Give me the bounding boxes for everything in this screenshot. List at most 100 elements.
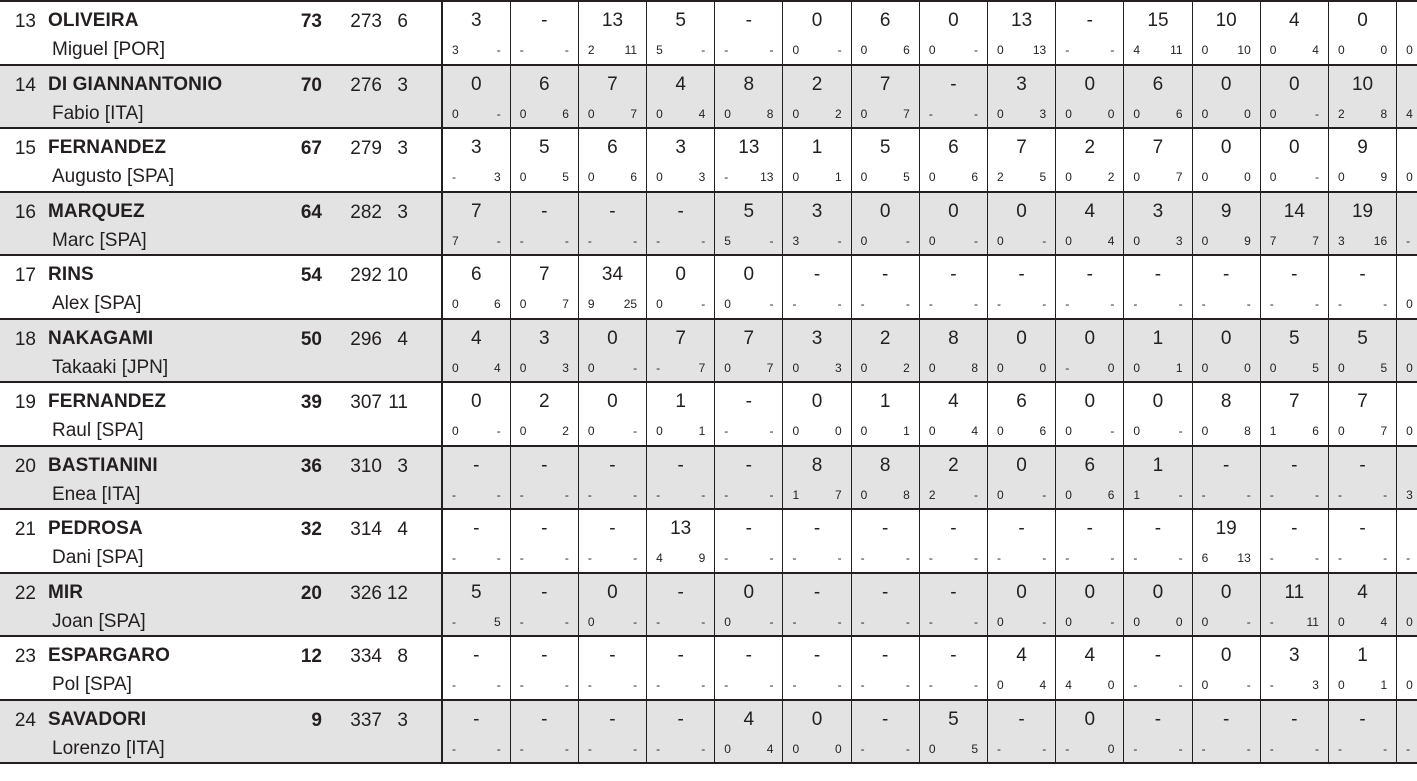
table-row[interactable]: 19 FERNANDEZ Raul [SPA] 39 307 11 0 0-2 0 2 0 0-1 0 1… xyxy=(0,381,1417,446)
race-result-cell[interactable]: 11 38 xyxy=(1396,444,1417,509)
race-result-cell[interactable]: --- xyxy=(1260,508,1329,573)
rider-name-cell[interactable]: ESPARGARO Pol [SPA] xyxy=(44,635,270,700)
race-result-cell[interactable]: --- xyxy=(714,508,784,573)
rider-name-cell[interactable]: PEDROSA Dani [SPA] xyxy=(44,508,270,573)
race-result-cell[interactable]: --- xyxy=(1123,254,1193,319)
race-result-cell[interactable]: -- xyxy=(1396,190,1417,255)
race-result-cell[interactable]: --- xyxy=(851,254,920,319)
race-result-cell[interactable]: --- xyxy=(1123,635,1193,700)
rider-name-cell[interactable]: FERNANDEZ Raul [SPA] xyxy=(44,381,270,446)
race-result-cell[interactable]: --- xyxy=(714,635,784,700)
race-result-cell[interactable]: 0-0 xyxy=(1055,698,1125,764)
race-result-cell[interactable]: --- xyxy=(578,190,648,255)
race-result-cell[interactable]: --- xyxy=(1055,508,1125,573)
rider-name-cell[interactable]: MIR Joan [SPA] xyxy=(44,571,270,636)
table-row[interactable]: 16 MARQUEZ Marc [SPA] 64 282 3 7 7- - - - - - - - - -5 5-… xyxy=(0,190,1417,255)
race-result-cell[interactable]: --- xyxy=(1192,444,1261,509)
race-result-cell[interactable]: --- xyxy=(1328,698,1398,764)
race-result-cell[interactable]: --- xyxy=(510,698,579,764)
race-result-cell[interactable]: --- xyxy=(510,508,579,573)
rider-name-cell[interactable]: NAKAGAMI Takaaki [JPN] xyxy=(44,317,270,382)
race-result-cell[interactable]: --- xyxy=(919,254,989,319)
table-row[interactable]: 23 ESPARGARO Pol [SPA] 12 334 8- - - - - - - - - - - - - -… xyxy=(0,635,1417,700)
race-result-cell[interactable]: 00 xyxy=(1396,127,1417,192)
race-result-cell[interactable]: --- xyxy=(510,0,579,65)
rider-name-cell[interactable]: MARQUEZ Marc [SPA] xyxy=(44,190,270,255)
rider-name-cell[interactable]: DI GIANNANTONIO Fabio [ITA] xyxy=(44,63,270,128)
race-result-cell[interactable]: -- xyxy=(1396,698,1417,764)
race-result-cell[interactable]: --- xyxy=(510,571,579,636)
race-result-cell[interactable]: --- xyxy=(1328,508,1398,573)
race-result-cell[interactable]: --- xyxy=(782,635,852,700)
rider-name-cell[interactable]: OLIVEIRA Miguel [POR] xyxy=(44,0,270,65)
race-result-cell[interactable]: 505 xyxy=(1396,317,1417,382)
race-result-cell[interactable]: 19 3 16 xyxy=(1328,190,1398,255)
table-row[interactable]: 21 PEDROSA Dani [SPA] 32 314 4- - - - - - - - -13 4 9- -… xyxy=(0,508,1417,573)
race-result-cell[interactable]: --- xyxy=(510,444,579,509)
race-result-cell[interactable]: 13 2 11 xyxy=(578,0,648,65)
race-result-cell[interactable]: 0-0 xyxy=(1055,317,1125,382)
table-row[interactable]: 18 NAKAGAMI Takaaki [JPN] 50 296 4 4 0 4 3 0 3 0 0-7-… xyxy=(0,317,1417,382)
race-result-cell[interactable]: --- xyxy=(919,63,989,128)
race-result-cell[interactable]: --- xyxy=(510,635,579,700)
race-result-cell[interactable]: 404 xyxy=(1396,0,1417,65)
race-result-cell[interactable]: 10 2 8 xyxy=(1328,63,1398,128)
race-result-cell[interactable]: --- xyxy=(1055,254,1125,319)
race-result-cell[interactable]: --- xyxy=(510,190,579,255)
race-result-cell[interactable]: --- xyxy=(851,698,920,764)
race-result-cell[interactable]: --- xyxy=(987,698,1057,764)
rider-name-cell[interactable]: FERNANDEZ Augusto [SPA] xyxy=(44,127,270,192)
race-result-cell[interactable]: --- xyxy=(1192,698,1261,764)
race-result-cell[interactable]: 11-11 xyxy=(1260,571,1329,636)
race-result-cell[interactable]: --- xyxy=(578,508,648,573)
race-result-cell[interactable]: --- xyxy=(442,508,511,573)
race-result-cell[interactable]: --- xyxy=(578,635,648,700)
race-result-cell[interactable]: 15 4 11 xyxy=(1123,0,1193,65)
race-result-cell[interactable]: --- xyxy=(1260,254,1329,319)
race-result-cell[interactable]: --- xyxy=(851,571,920,636)
race-result-cell[interactable]: --- xyxy=(1123,698,1193,764)
race-result-cell[interactable]: --- xyxy=(646,635,716,700)
table-row[interactable]: 14 DI GIANNANTONIO Fabio [ITA] 70 276 3 0 0-6 0 6… xyxy=(0,63,1417,128)
race-result-cell[interactable]: 7-7 xyxy=(646,317,716,382)
